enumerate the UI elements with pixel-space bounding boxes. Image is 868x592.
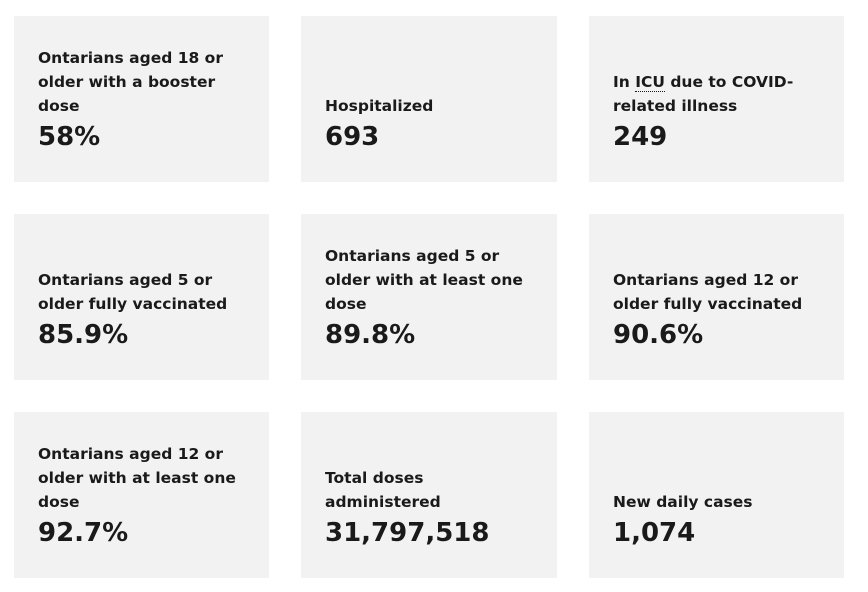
stat-value: 31,797,518 — [325, 518, 490, 548]
stat-card-one-dose-5plus: Ontarians aged 5 or older with at least … — [301, 214, 557, 380]
stat-label: Ontarians aged 12 or older with at least… — [38, 445, 236, 511]
stat-card-fully-vaccinated-5plus: Ontarians aged 5 or older fully vaccinat… — [14, 214, 269, 380]
stat-label: Hospitalized — [325, 97, 434, 115]
stat-card-one-dose-12plus: Ontarians aged 12 or older with at least… — [14, 412, 269, 578]
stat-label: In ICU due to COVID-related illness — [613, 70, 824, 118]
stat-label: Ontarians aged 18 or older with a booste… — [38, 49, 223, 115]
stat-label: Total doses administered — [325, 469, 441, 511]
stat-value: 249 — [613, 122, 668, 152]
stat-label: Ontarians aged 12 or older fully vaccina… — [613, 271, 803, 313]
stats-grid: Ontarians aged 18 or older with a booste… — [14, 16, 844, 578]
stat-label: Ontarians aged 5 or older fully vaccinat… — [38, 271, 228, 313]
stat-label: New daily cases — [613, 493, 753, 511]
stat-label-suffix: due to COVID-related illness — [613, 73, 794, 115]
stat-value: 92.7% — [38, 518, 129, 548]
stat-value: 1,074 — [613, 518, 696, 548]
stat-card-fully-vaccinated-12plus: Ontarians aged 12 or older fully vaccina… — [589, 214, 844, 380]
stat-value: 58% — [38, 122, 101, 152]
stat-value: 85.9% — [38, 320, 129, 350]
stat-label-prefix: In — [613, 73, 636, 91]
stat-card-new-daily-cases: New daily cases 1,074 — [589, 412, 844, 578]
stat-card-hospitalized: Hospitalized 693 — [301, 16, 557, 182]
stat-value: 693 — [325, 122, 380, 152]
stat-card-booster-18plus: Ontarians aged 18 or older with a booste… — [14, 16, 269, 182]
stat-card-icu: In ICU due to COVID-related illness 249 — [589, 16, 844, 182]
icu-abbreviation[interactable]: ICU — [635, 73, 665, 92]
stat-card-total-doses: Total doses administered 31,797,518 — [301, 412, 557, 578]
stat-label: Ontarians aged 5 or older with at least … — [325, 247, 523, 313]
stat-value: 90.6% — [613, 320, 704, 350]
stat-value: 89.8% — [325, 320, 416, 350]
